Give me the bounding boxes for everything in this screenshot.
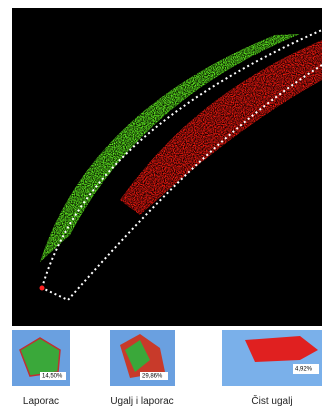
percent-3: 4,92%: [295, 367, 313, 373]
percent-1: 14,50%: [42, 374, 63, 380]
caption-3: Čist ugalj: [222, 396, 322, 407]
figure-graphics: 14,50% 29,86% 4,92%: [0, 0, 325, 410]
percent-2: 29,86%: [142, 374, 163, 380]
origin-marker: [40, 286, 45, 291]
figure: 14,50% 29,86% 4,92% Laporac Ugalj i lapo…: [0, 0, 325, 410]
caption-1: Laporac: [0, 396, 91, 407]
caption-2: Ugalj i laporac: [92, 396, 192, 407]
